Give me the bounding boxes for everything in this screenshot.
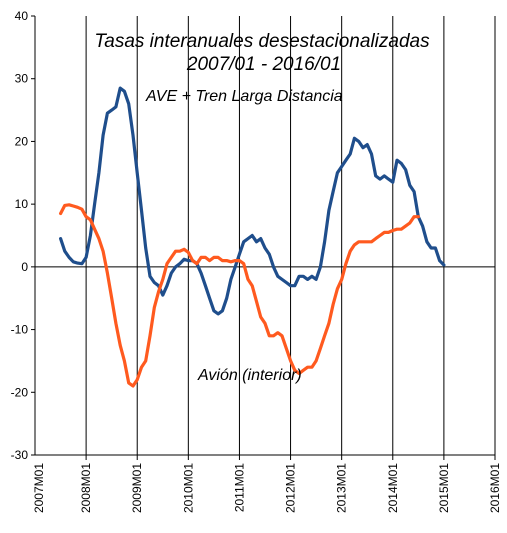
x-tick-label: 2012M01 xyxy=(284,463,298,513)
x-tick-labels: 2007M01 2008M01 2009M01 2010M01 2011M01 2012M… xyxy=(32,463,502,513)
y-tick-label: 20 xyxy=(15,134,29,148)
chart-subtitle: 2007/01 - 2016/01 xyxy=(186,54,341,75)
titles: Tasas interanuales desestacionalizadas 2… xyxy=(94,31,430,75)
x-tick-label: 2014M01 xyxy=(386,463,400,513)
x-tick-label: 2015M01 xyxy=(437,463,451,513)
y-tick-label: 0 xyxy=(21,260,28,274)
x-tick-label: 2013M01 xyxy=(335,463,349,513)
x-tick-label: 2008M01 xyxy=(79,463,93,513)
x-tick-label: 2010M01 xyxy=(181,463,195,513)
x-tick-label: 2011M01 xyxy=(232,463,246,512)
series-annotation: Avión (interior) xyxy=(197,367,302,384)
series-lines xyxy=(59,86,446,388)
y-tick-label: 40 xyxy=(15,9,29,23)
x-tick-label: 2016M01 xyxy=(488,463,502,513)
y-tick-label: 10 xyxy=(15,197,29,211)
series-line-ave xyxy=(59,86,446,316)
series-annotations: AVE + Tren Larga Distancia Avión (interio… xyxy=(145,88,343,384)
axes xyxy=(31,15,495,456)
x-tick-label: 2007M01 xyxy=(32,463,46,513)
y-tick-label: -30 xyxy=(11,448,29,462)
series-line-avion xyxy=(59,203,420,388)
gridlines xyxy=(85,16,496,460)
x-tick-label: 2009M01 xyxy=(130,463,144,513)
chart-title: Tasas interanuales desestacionalizadas xyxy=(94,31,430,52)
y-tick-label: -20 xyxy=(11,385,29,399)
series-annotation: AVE + Tren Larga Distancia xyxy=(145,88,343,105)
y-tick-labels: -30 -20 -10 0 10 20 30 40 xyxy=(11,9,29,462)
y-tick-label: 30 xyxy=(15,72,29,86)
y-tick-label: -10 xyxy=(11,323,29,337)
